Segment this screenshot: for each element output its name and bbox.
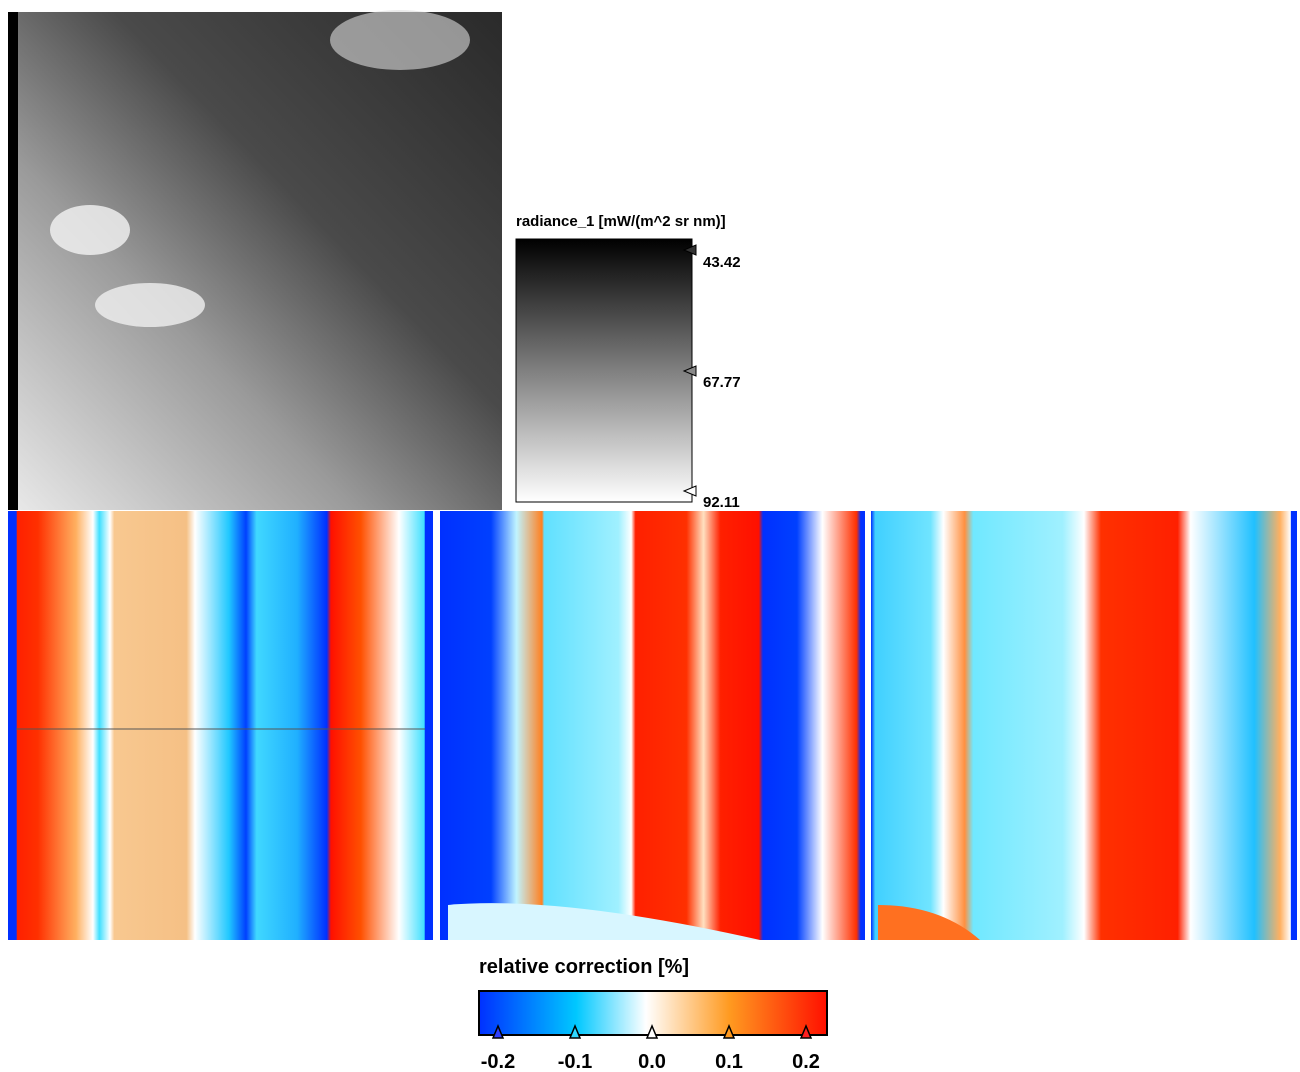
tick-label: 67.77: [703, 374, 741, 391]
cloud: [878, 905, 980, 940]
tick-label: -0.2: [481, 1051, 515, 1072]
tick-label: 92.11: [703, 494, 740, 511]
legend-title: relative correction [%]: [479, 956, 689, 978]
cloud: [95, 283, 205, 327]
tick-marker: [491, 1024, 505, 1039]
colorbar: [515, 238, 693, 503]
correction-panel: [871, 511, 1297, 940]
tick-label: 0.0: [638, 1051, 666, 1072]
correction-panel: [440, 511, 865, 940]
tick-marker: [682, 244, 697, 256]
tick-marker: [645, 1024, 659, 1039]
tick-marker: [682, 485, 697, 497]
tick-marker: [722, 1024, 736, 1039]
correction-panel: [8, 511, 433, 940]
cloud: [50, 205, 130, 255]
tick-label: 0.2: [792, 1051, 820, 1072]
tick-label: -0.1: [558, 1051, 592, 1072]
tick-marker: [682, 365, 697, 377]
tick-label: 43.42: [703, 254, 741, 271]
tick-markers: [491, 1024, 813, 1039]
tick-marker: [568, 1024, 582, 1039]
image-border: [8, 12, 18, 510]
tick-marker: [799, 1024, 813, 1039]
cloud: [448, 903, 760, 940]
legend-title: radiance_1 [mW/(m^2 sr nm)]: [516, 213, 726, 230]
tick-label: 0.1: [715, 1051, 743, 1072]
radiance-image: [18, 12, 502, 510]
cloud: [330, 10, 470, 70]
